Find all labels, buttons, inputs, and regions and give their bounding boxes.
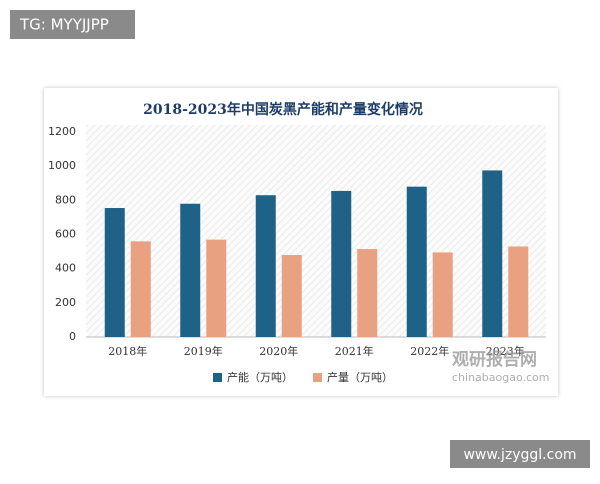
overlay-box xyxy=(450,440,590,468)
y-tick-label: 800 xyxy=(55,193,76,206)
bar xyxy=(281,255,302,337)
bar xyxy=(180,203,201,337)
y-tick-label: 0 xyxy=(69,330,76,343)
bar xyxy=(331,190,352,337)
legend-label: 产量（万吨） xyxy=(327,370,393,384)
bar xyxy=(130,241,151,337)
plot-background xyxy=(86,125,546,337)
overlay-text: TG: MYYJJPP xyxy=(19,16,109,34)
legend-swatch xyxy=(213,373,222,382)
x-tick-label: 2023年 xyxy=(486,344,525,358)
legend-label: 产能（万吨） xyxy=(227,370,293,384)
y-tick-label: 600 xyxy=(55,228,76,241)
watermark: chinabaogao.com xyxy=(452,371,550,384)
y-tick-label: 1000 xyxy=(48,159,76,172)
x-tick-label: 2019年 xyxy=(184,344,223,358)
overlay-box xyxy=(10,10,135,39)
y-tick-label: 1200 xyxy=(48,125,76,138)
x-tick-label: 2020年 xyxy=(259,344,298,358)
y-tick-label: 200 xyxy=(55,296,76,309)
bar xyxy=(206,239,227,337)
bar xyxy=(406,186,427,337)
bar xyxy=(255,195,276,337)
bar xyxy=(104,208,125,337)
plot: 0 200 400 600 800 1000 1200 2018年 2019年 2020年 2021… xyxy=(48,125,546,384)
bar xyxy=(508,246,529,337)
x-tick-label: 2018年 xyxy=(108,344,147,358)
legend-swatch xyxy=(313,373,322,382)
bar xyxy=(432,252,453,337)
x-tick-label: 2022年 xyxy=(410,344,449,358)
bar xyxy=(357,249,378,337)
y-tick-label: 400 xyxy=(55,262,76,275)
overlay-text: www.jzyggl.com xyxy=(463,447,576,463)
x-tick-label: 2021年 xyxy=(335,344,374,358)
bar xyxy=(482,170,503,337)
chart-title: 2018-2023年中国炭黑产能和产量变化情况 xyxy=(143,101,423,118)
watermark: 观研报告网 xyxy=(451,349,537,370)
